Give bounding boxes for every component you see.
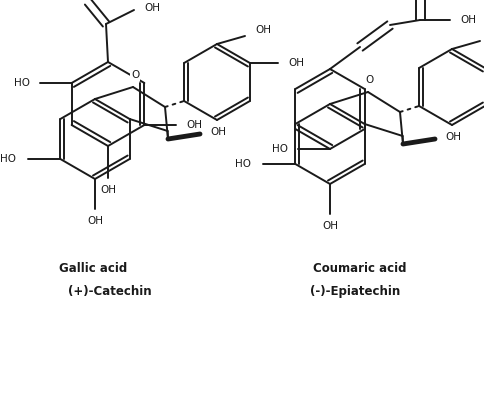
Text: OH: OH	[87, 216, 103, 226]
Text: HO: HO	[14, 78, 30, 88]
Text: HO: HO	[0, 154, 16, 164]
Text: OH: OH	[288, 58, 304, 68]
Text: HO: HO	[272, 144, 288, 154]
Text: OH: OH	[144, 3, 160, 13]
Text: OH: OH	[445, 132, 461, 142]
Text: O: O	[366, 75, 374, 85]
Text: Gallic acid: Gallic acid	[59, 263, 127, 275]
Text: HO: HO	[235, 159, 251, 169]
Text: OH: OH	[100, 185, 116, 195]
Text: OH: OH	[210, 127, 226, 137]
Text: OH: OH	[186, 120, 202, 130]
Text: OH: OH	[322, 221, 338, 231]
Text: OH: OH	[255, 25, 271, 35]
Text: O: O	[131, 70, 139, 80]
Text: Coumaric acid: Coumaric acid	[313, 263, 407, 275]
Text: (-)-Epiatechin: (-)-Epiatechin	[310, 284, 400, 298]
Text: (+)-Catechin: (+)-Catechin	[68, 284, 152, 298]
Text: OH: OH	[460, 15, 476, 25]
